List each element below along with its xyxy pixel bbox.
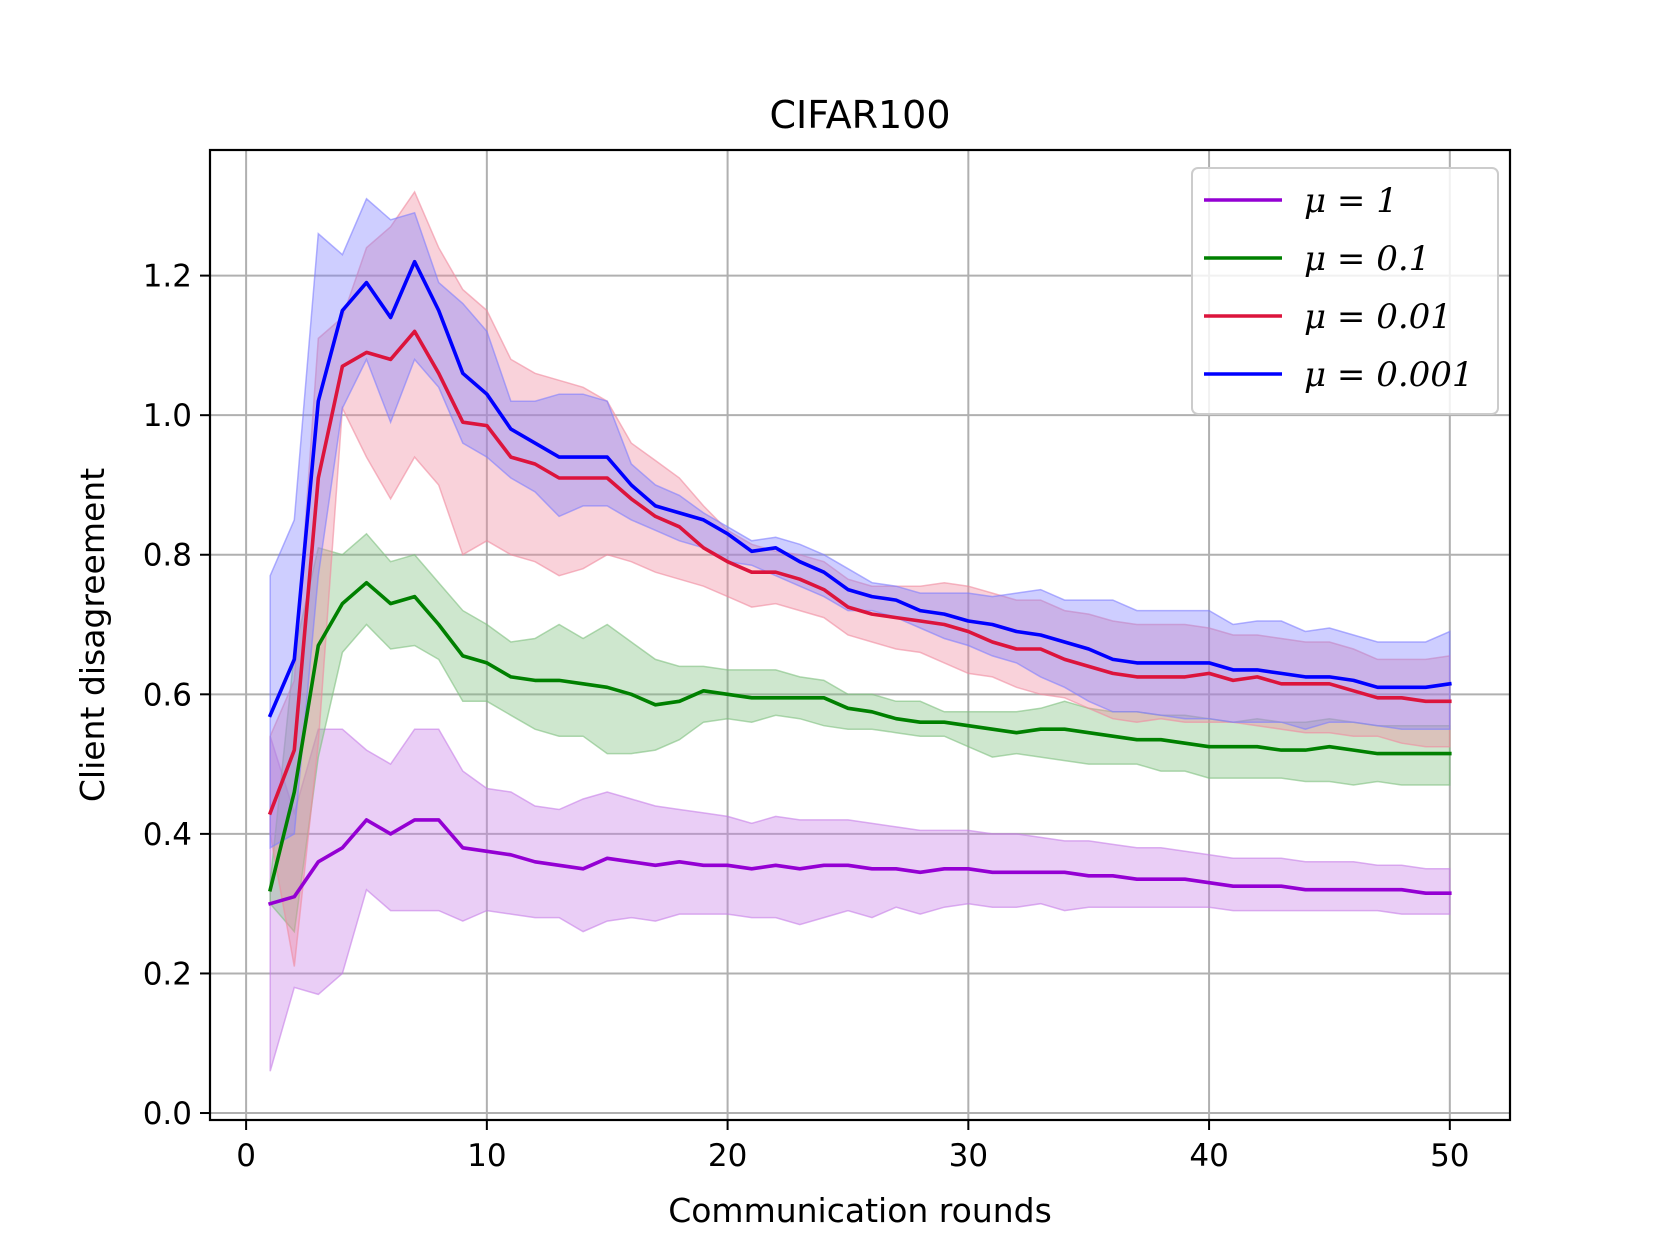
x-tick-label: 10 bbox=[467, 1138, 506, 1174]
series-lines bbox=[267, 259, 1452, 906]
legend: μ = 1 μ = 0.1 μ = 0.01 μ = 0.001 bbox=[1191, 167, 1499, 415]
series-line-2 bbox=[267, 329, 1452, 816]
x-axis-ticks: 0 10 20 30 40 50 bbox=[236, 1120, 1470, 1174]
chart-title: CIFAR100 bbox=[769, 93, 950, 137]
x-tick-label: 0 bbox=[236, 1138, 256, 1174]
legend-label-2: μ = 0.01 bbox=[1304, 297, 1452, 337]
legend-label-1: μ = 0.1 bbox=[1304, 239, 1430, 279]
x-tick-label: 20 bbox=[708, 1138, 747, 1174]
x-tick-label: 50 bbox=[1430, 1138, 1469, 1174]
y-tick-label: 0.8 bbox=[143, 538, 192, 574]
y-tick-label: 1.0 bbox=[143, 398, 192, 434]
y-tick-label: 0.6 bbox=[143, 677, 192, 713]
confidence-band-series-2 bbox=[269, 190, 1451, 967]
y-tick-label: 1.2 bbox=[143, 259, 192, 295]
confidence-band-series-1 bbox=[269, 532, 1451, 934]
legend-label-3: μ = 0.001 bbox=[1304, 355, 1474, 395]
y-tick-label: 0.2 bbox=[143, 956, 192, 992]
legend-box bbox=[1191, 167, 1499, 415]
confidence-bands bbox=[269, 190, 1451, 1072]
legend-label-0: μ = 1 bbox=[1304, 181, 1398, 221]
series-line-1 bbox=[268, 580, 1452, 892]
x-axis-label: Communication rounds bbox=[668, 1191, 1052, 1230]
y-tick-label: 0.0 bbox=[143, 1096, 192, 1132]
confidence-band-series-3 bbox=[269, 197, 1451, 850]
y-axis-ticks: 0.0 0.2 0.4 0.6 0.8 1.0 1.2 bbox=[143, 259, 210, 1132]
x-tick-label: 40 bbox=[1189, 1138, 1228, 1174]
series-line-0 bbox=[267, 818, 1452, 906]
y-tick-label: 0.4 bbox=[143, 817, 192, 853]
y-axis-label: Client disagreement bbox=[73, 468, 112, 802]
series-line-3 bbox=[267, 259, 1452, 718]
plot-frame bbox=[208, 148, 1512, 1122]
x-tick-label: 30 bbox=[949, 1138, 988, 1174]
confidence-band-series-0 bbox=[269, 728, 1451, 1072]
